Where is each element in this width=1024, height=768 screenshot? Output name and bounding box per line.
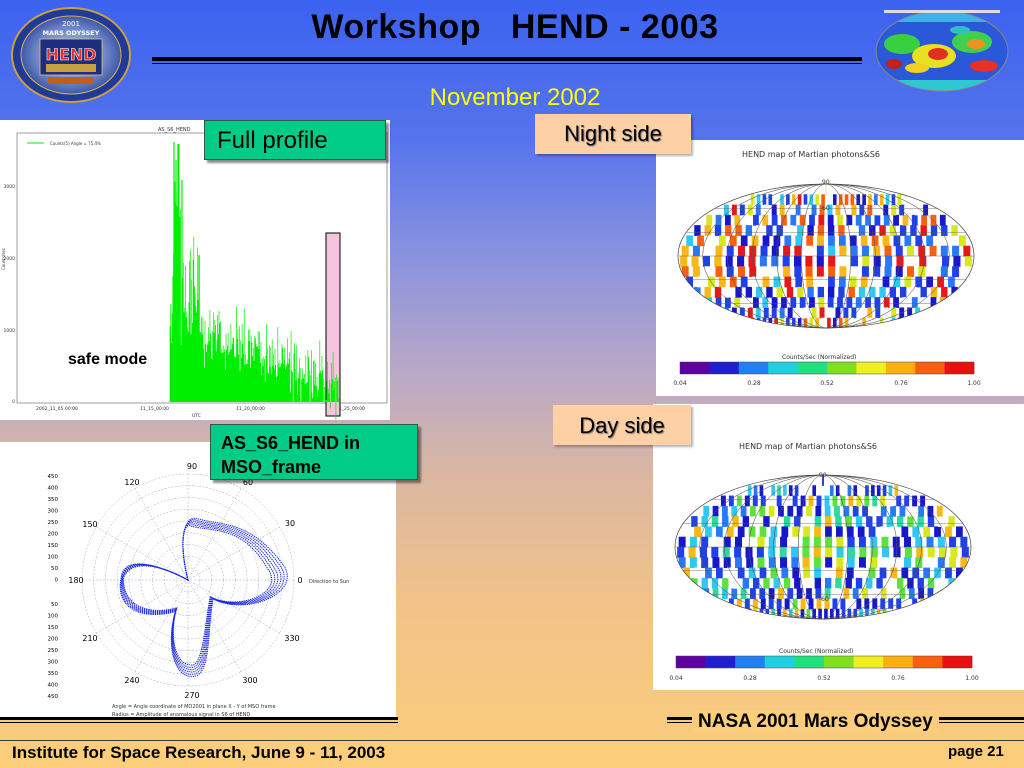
safe-mode-annotation: safe mode	[68, 351, 148, 368]
svg-text:450: 450	[48, 694, 59, 700]
svg-text:0: 0	[12, 399, 15, 405]
svg-text:270: 270	[184, 691, 199, 700]
svg-text:50: 50	[51, 602, 58, 608]
svg-text:200: 200	[48, 637, 59, 643]
night-side-map-panel: HEND map of Martian photons&S6 90 60 Cou…	[656, 140, 1024, 396]
svg-text:0.52: 0.52	[817, 675, 831, 682]
svg-text:50: 50	[51, 566, 58, 572]
svg-text:Angle = Angle coordinate of M: Angle = Angle coordinate of MO2001 in pl…	[112, 704, 276, 710]
hend-mission-logo: 2001 MARS ODYSSEY HEND	[11, 7, 131, 103]
svg-text:180: 180	[68, 576, 83, 585]
svg-text:100: 100	[48, 614, 59, 620]
svg-text:11_25_00:00: 11_25_00:00	[336, 406, 365, 412]
svg-text:HEND map of Martian photons&S6: HEND map of Martian photons&S6	[739, 442, 877, 451]
svg-text:350: 350	[48, 497, 59, 503]
svg-text:Counts/Sec (Normalized): Counts/Sec (Normalized)	[782, 354, 856, 361]
svg-text:300: 300	[48, 509, 59, 515]
svg-text:0.76: 0.76	[891, 675, 905, 682]
page-number: page 21	[948, 743, 1004, 760]
footer-bar	[0, 740, 1024, 768]
svg-text:150: 150	[82, 520, 97, 529]
night-side-map: HEND map of Martian photons&S6 90 60 Cou…	[673, 150, 981, 387]
slide-title: Workshop HEND - 2003	[311, 8, 719, 46]
svg-text:0: 0	[55, 578, 59, 584]
svg-text:HEND map of Martian photons&S6: HEND map of Martian photons&S6	[742, 150, 880, 159]
title-divider-thin	[152, 63, 862, 64]
svg-text:90: 90	[819, 472, 827, 479]
svg-text:300: 300	[48, 660, 59, 666]
svg-text:60: 60	[243, 478, 253, 487]
svg-text:0.04: 0.04	[669, 675, 683, 682]
svg-text:250: 250	[48, 648, 59, 654]
svg-text:HEND: HEND	[46, 45, 97, 64]
mars-global-map-thumbnail	[875, 10, 1009, 92]
svg-text:150: 150	[48, 625, 59, 631]
footer-divider-left-thin	[0, 722, 398, 723]
svg-text:0.52: 0.52	[820, 380, 834, 387]
svg-text:2000: 2000	[4, 256, 16, 262]
institute-credit: Institute for Space Research, June 9 - 1…	[12, 743, 386, 762]
svg-text:300: 300	[242, 676, 257, 685]
svg-text:1.00: 1.00	[967, 380, 981, 387]
footer-divider-left	[0, 717, 398, 720]
signal-trace	[169, 142, 340, 422]
svg-text:11_15_00:00: 11_15_00:00	[140, 406, 169, 412]
svg-text:11_20_00:00: 11_20_00:00	[236, 406, 265, 412]
svg-text:3000: 3000	[4, 184, 16, 190]
title-divider	[152, 57, 862, 61]
svg-text:400: 400	[48, 683, 59, 689]
svg-text:0.28: 0.28	[747, 380, 761, 387]
full-profile-chart: AS_S6_HEND Counts(5) Angle = 75.4% 0 100…	[1, 127, 388, 422]
svg-text:2001: 2001	[62, 20, 80, 28]
day-side-map: HEND map of Martian photons&S6 90 -60 Co…	[669, 442, 979, 682]
day-side-map-panel: HEND map of Martian photons&S6 90 -60 Co…	[653, 404, 1024, 690]
svg-text:Counts/sec: Counts/sec	[1, 248, 6, 270]
svg-text:400: 400	[48, 486, 59, 492]
full-profile-plot-panel: AS_S6_HEND Counts(5) Angle = 75.4% 0 100…	[0, 120, 390, 422]
safe-mode-highlight	[325, 232, 341, 417]
mission-name: NASA 2001 Mars Odyssey	[692, 711, 939, 733]
polar-plot-panel: 0 30 60 90 120 150 180 210 240 270 300 3…	[0, 442, 396, 720]
svg-text:AS_S6_HEND: AS_S6_HEND	[158, 127, 191, 133]
svg-text:-60: -60	[819, 596, 829, 603]
svg-text:1.00: 1.00	[965, 675, 979, 682]
svg-text:0: 0	[297, 576, 302, 585]
svg-text:2002_11_05 00:00: 2002_11_05 00:00	[36, 406, 78, 412]
svg-text:30: 30	[285, 519, 295, 528]
svg-text:UTC: UTC	[192, 413, 201, 419]
svg-text:Counts(5) Angle = 75.4%: Counts(5) Angle = 75.4%	[50, 141, 101, 146]
svg-text:90: 90	[187, 462, 197, 471]
mso-frame-label: AS_S6_HEND in MSO_frame	[210, 424, 418, 480]
svg-text:450: 450	[48, 474, 59, 480]
polar-plot: 0 30 60 90 120 150 180 210 240 270 300 3…	[48, 462, 350, 718]
svg-text:60: 60	[822, 205, 830, 212]
svg-text:1000: 1000	[4, 328, 16, 334]
svg-text:90: 90	[822, 179, 830, 186]
svg-text:200: 200	[48, 532, 59, 538]
full-profile-label: Full profile	[204, 120, 386, 160]
svg-text:Direction to Sun: Direction to Sun	[309, 579, 349, 585]
svg-text:MARS ODYSSEY: MARS ODYSSEY	[43, 29, 100, 37]
svg-text:210: 210	[82, 634, 97, 643]
svg-text:250: 250	[48, 520, 59, 526]
svg-text:150: 150	[48, 543, 59, 549]
slide-subtitle: November 2002	[429, 84, 601, 111]
day-side-label: Day side	[553, 405, 691, 445]
svg-text:240: 240	[124, 676, 139, 685]
svg-text:330: 330	[284, 634, 299, 643]
night-side-label: Night side	[535, 114, 691, 154]
svg-text:120: 120	[124, 478, 139, 487]
svg-text:100: 100	[48, 555, 59, 561]
svg-text:0.76: 0.76	[894, 380, 908, 387]
svg-text:350: 350	[48, 671, 59, 677]
svg-text:0.28: 0.28	[743, 675, 757, 682]
svg-text:Radius = Amplitude of anomalou: Radius = Amplitude of anomalous signal i…	[112, 712, 250, 718]
svg-text:0.04: 0.04	[673, 380, 687, 387]
polar-signal-loops	[119, 517, 288, 678]
svg-text:Counts/Sec (Normalized): Counts/Sec (Normalized)	[779, 648, 853, 655]
